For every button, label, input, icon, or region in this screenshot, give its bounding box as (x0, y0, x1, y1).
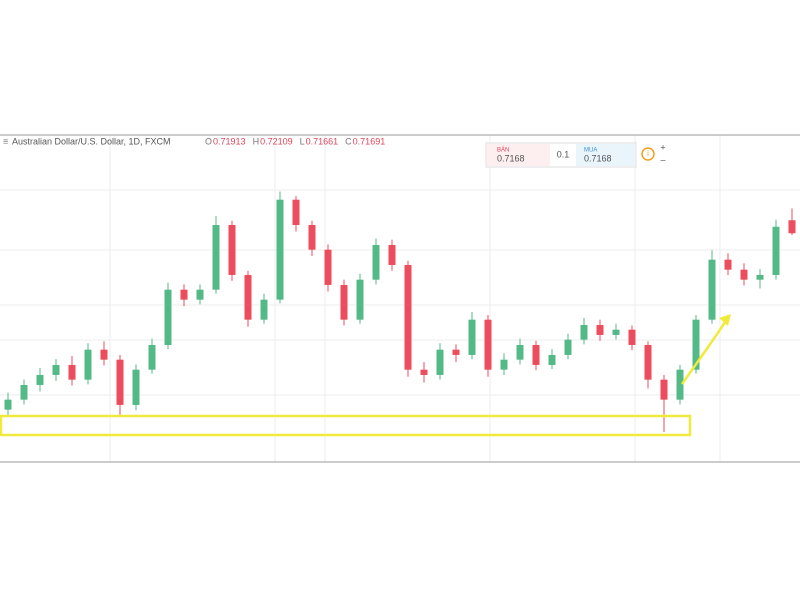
candle-body (484, 319, 492, 370)
candle-body (68, 364, 76, 380)
candle-body (84, 349, 92, 380)
menu-icon[interactable]: ≡ (3, 136, 8, 146)
candle-body (788, 220, 796, 234)
candles (4, 191, 796, 433)
candle-body (676, 369, 684, 400)
ohlc-value: 0.72109 (260, 136, 293, 146)
candle-body (532, 344, 540, 365)
ohlc-value: 0.71661 (306, 136, 339, 146)
candle-body (420, 369, 428, 375)
trade-widget: BÁN 0.7168 0.1 MUA 0.7168 i + – (485, 142, 666, 168)
candle-body (4, 399, 12, 410)
minus-button[interactable]: – (660, 154, 665, 164)
arrow-line (680, 317, 730, 385)
candle-body (260, 299, 268, 320)
sell-button[interactable] (487, 144, 550, 166)
ohlc: O 0.71913 H 0.72109 L 0.71661 C 0.71691 (205, 136, 385, 146)
candle-body (244, 274, 252, 320)
candle-body (196, 289, 204, 300)
candle-body (772, 226, 780, 275)
sell-label: BÁN (497, 147, 509, 154)
ohlc-label: H (253, 136, 260, 146)
plus-button[interactable]: + (660, 142, 665, 152)
candle-body (20, 384, 28, 400)
candle-body (708, 259, 716, 320)
candle-body (308, 224, 316, 250)
candle-body (212, 224, 220, 290)
buy-label: MUA (584, 148, 597, 154)
candle-body (516, 344, 524, 360)
candle-body (180, 289, 188, 300)
symbol: Australian Dollar/U.S. Dollar, 1D, FXCM (12, 136, 171, 146)
candle-body (660, 379, 668, 400)
candle-body (596, 324, 604, 335)
arrow-head (719, 314, 731, 326)
candle-body (548, 354, 556, 365)
candle-body (372, 244, 380, 280)
candle-body (724, 259, 732, 270)
sell-price: 0.7168 (497, 153, 525, 163)
ohlc-label: C (345, 136, 352, 146)
buy-price: 0.7168 (584, 153, 612, 163)
buy-button[interactable] (576, 144, 635, 166)
candle-body (628, 329, 636, 345)
candle-body (644, 344, 652, 380)
candle-body (692, 319, 700, 370)
candle-body (164, 289, 172, 345)
candle-body (132, 369, 140, 405)
ohlc-label: L (300, 136, 305, 146)
info-icon[interactable] (641, 147, 655, 161)
candle-body (148, 344, 156, 370)
ohlc-label: O (205, 136, 212, 146)
info-icon-glyph: i (647, 149, 649, 158)
candle-body (564, 339, 572, 355)
candle-body (452, 349, 460, 355)
candle-body (276, 199, 284, 300)
candle-body (500, 359, 508, 370)
candle-body (436, 349, 444, 375)
ohlc-value: 0.71913 (213, 136, 246, 146)
candle-body (468, 319, 476, 355)
candle-body (52, 364, 60, 375)
candle-body (756, 274, 764, 280)
candle-body (100, 349, 108, 360)
candle-body (116, 359, 124, 405)
candle-body (356, 279, 364, 320)
candle-body (580, 324, 588, 340)
candle-body (228, 224, 236, 275)
candle-body (340, 284, 348, 320)
candle-body (36, 374, 44, 385)
candle-body (292, 199, 300, 225)
ohlc-value: 0.71691 (353, 136, 386, 146)
candle-body (740, 269, 748, 280)
candle-body (388, 244, 396, 265)
spread: 0.1 (557, 149, 570, 159)
candle-body (324, 249, 332, 285)
candle-body (612, 329, 620, 335)
candle-body (404, 264, 412, 370)
support-zone (0, 414, 692, 437)
